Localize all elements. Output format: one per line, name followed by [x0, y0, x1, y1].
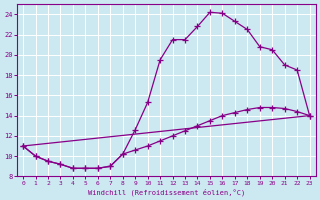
X-axis label: Windchill (Refroidissement éolien,°C): Windchill (Refroidissement éolien,°C) [88, 188, 245, 196]
